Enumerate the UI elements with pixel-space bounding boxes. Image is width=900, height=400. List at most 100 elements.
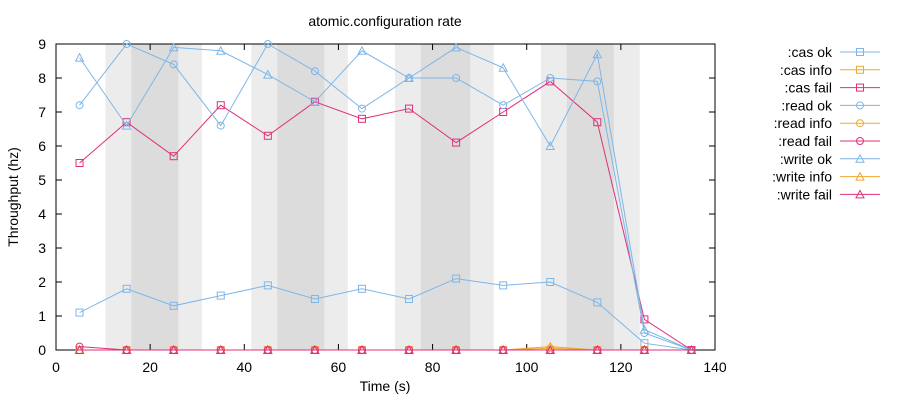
data-point	[592, 344, 603, 354]
y-tick-label: 9	[38, 36, 46, 52]
y-tick-label: 6	[38, 138, 46, 154]
data-point	[263, 131, 272, 140]
y-tick-label: 4	[38, 206, 46, 222]
data-point	[263, 40, 272, 48]
legend-entry: :cas fail	[785, 80, 880, 96]
series-read-ok	[75, 40, 696, 354]
y-tick-label: 2	[38, 274, 46, 290]
data-point	[122, 40, 131, 48]
data-point	[592, 49, 603, 59]
x-tick-label: 0	[52, 359, 60, 375]
legend-marker	[856, 83, 864, 92]
data-point	[686, 344, 697, 354]
data-point	[499, 281, 508, 290]
background-band-dark	[566, 44, 614, 350]
legend-marker	[855, 153, 865, 163]
legend-label: :write ok	[780, 151, 833, 167]
data-point	[639, 324, 650, 334]
x-tick-label: 60	[331, 359, 347, 375]
data-point	[263, 281, 272, 290]
data-point	[357, 114, 366, 123]
data-point	[499, 101, 508, 110]
data-point	[216, 101, 225, 110]
data-point	[216, 291, 225, 300]
data-point	[169, 60, 178, 69]
data-point	[451, 42, 461, 52]
legend-label: :read ok	[781, 97, 833, 113]
x-axis-ticks: 0 20 40 60 80 100 120 140	[52, 44, 727, 375]
data-point	[640, 315, 649, 324]
data-point	[168, 42, 179, 52]
legend-label: :cas ok	[788, 44, 833, 60]
legend-label: :cas fail	[785, 80, 832, 96]
data-point	[593, 118, 602, 127]
x-tick-label: 100	[515, 359, 539, 375]
data-point	[262, 69, 273, 79]
data-point	[405, 295, 414, 303]
data-point	[404, 72, 414, 82]
legend-entry: :cas info	[780, 62, 880, 78]
legend-marker	[856, 101, 864, 110]
legend-entry: :read ok	[781, 97, 880, 113]
data-point	[593, 298, 602, 307]
legend-marker	[855, 189, 865, 199]
data-point	[357, 45, 367, 55]
data-point	[75, 308, 84, 317]
data-point	[121, 120, 132, 130]
legend-entry: :read info	[774, 115, 880, 131]
data-point	[310, 96, 320, 106]
legend-marker	[856, 48, 864, 56]
data-point	[639, 344, 650, 354]
legend: :cas ok :cas info :cas fail:read ok :read i…	[772, 44, 880, 202]
series-line	[79, 43, 692, 351]
data-point	[452, 138, 461, 147]
y-axis-label: Throughput (hz)	[5, 147, 21, 247]
data-point	[498, 344, 509, 354]
series-line	[79, 46, 692, 351]
legend-label: :write info	[772, 169, 832, 185]
data-point	[169, 152, 178, 161]
data-point	[451, 344, 461, 354]
legend-label: :read fail	[778, 133, 832, 149]
data-point	[310, 295, 319, 303]
legend-entry: :write fail	[777, 186, 880, 202]
y-tick-label: 7	[38, 104, 46, 120]
y-tick-label: 8	[38, 70, 46, 86]
data-point	[452, 74, 461, 82]
series-line	[79, 80, 692, 351]
series-layer	[74, 40, 697, 354]
legend-label: :write fail	[777, 186, 832, 202]
x-axis-label: Time (s)	[360, 378, 411, 394]
data-point	[404, 344, 414, 354]
data-point	[498, 62, 509, 72]
data-point	[169, 301, 178, 310]
data-point	[357, 284, 366, 293]
data-point	[357, 344, 367, 354]
data-point	[357, 104, 366, 113]
legend-marker	[856, 137, 864, 145]
legend-marker	[856, 119, 864, 128]
background-band-dark	[131, 44, 179, 350]
data-point	[546, 278, 555, 286]
y-tick-label: 1	[38, 308, 46, 324]
data-point	[310, 344, 320, 354]
y-tick-label: 0	[38, 342, 46, 358]
x-tick-label: 140	[703, 359, 727, 375]
legend-entry: :write ok	[780, 151, 880, 167]
data-point	[545, 344, 556, 354]
background-band-dark	[420, 44, 471, 350]
data-point	[452, 274, 461, 283]
legend-label: :cas info	[780, 62, 832, 78]
data-point	[405, 104, 414, 113]
x-tick-label: 120	[609, 359, 633, 375]
data-point	[216, 121, 225, 130]
data-point	[74, 344, 85, 354]
y-axis-ticks: 0 1 2 3 4 5 6 7 8 9	[38, 36, 715, 358]
data-point	[262, 344, 273, 354]
legend-entry: :read fail	[778, 133, 880, 149]
background-band-dark	[277, 44, 325, 350]
data-point	[75, 159, 84, 167]
data-point	[215, 45, 226, 55]
legend-marker	[856, 65, 864, 74]
